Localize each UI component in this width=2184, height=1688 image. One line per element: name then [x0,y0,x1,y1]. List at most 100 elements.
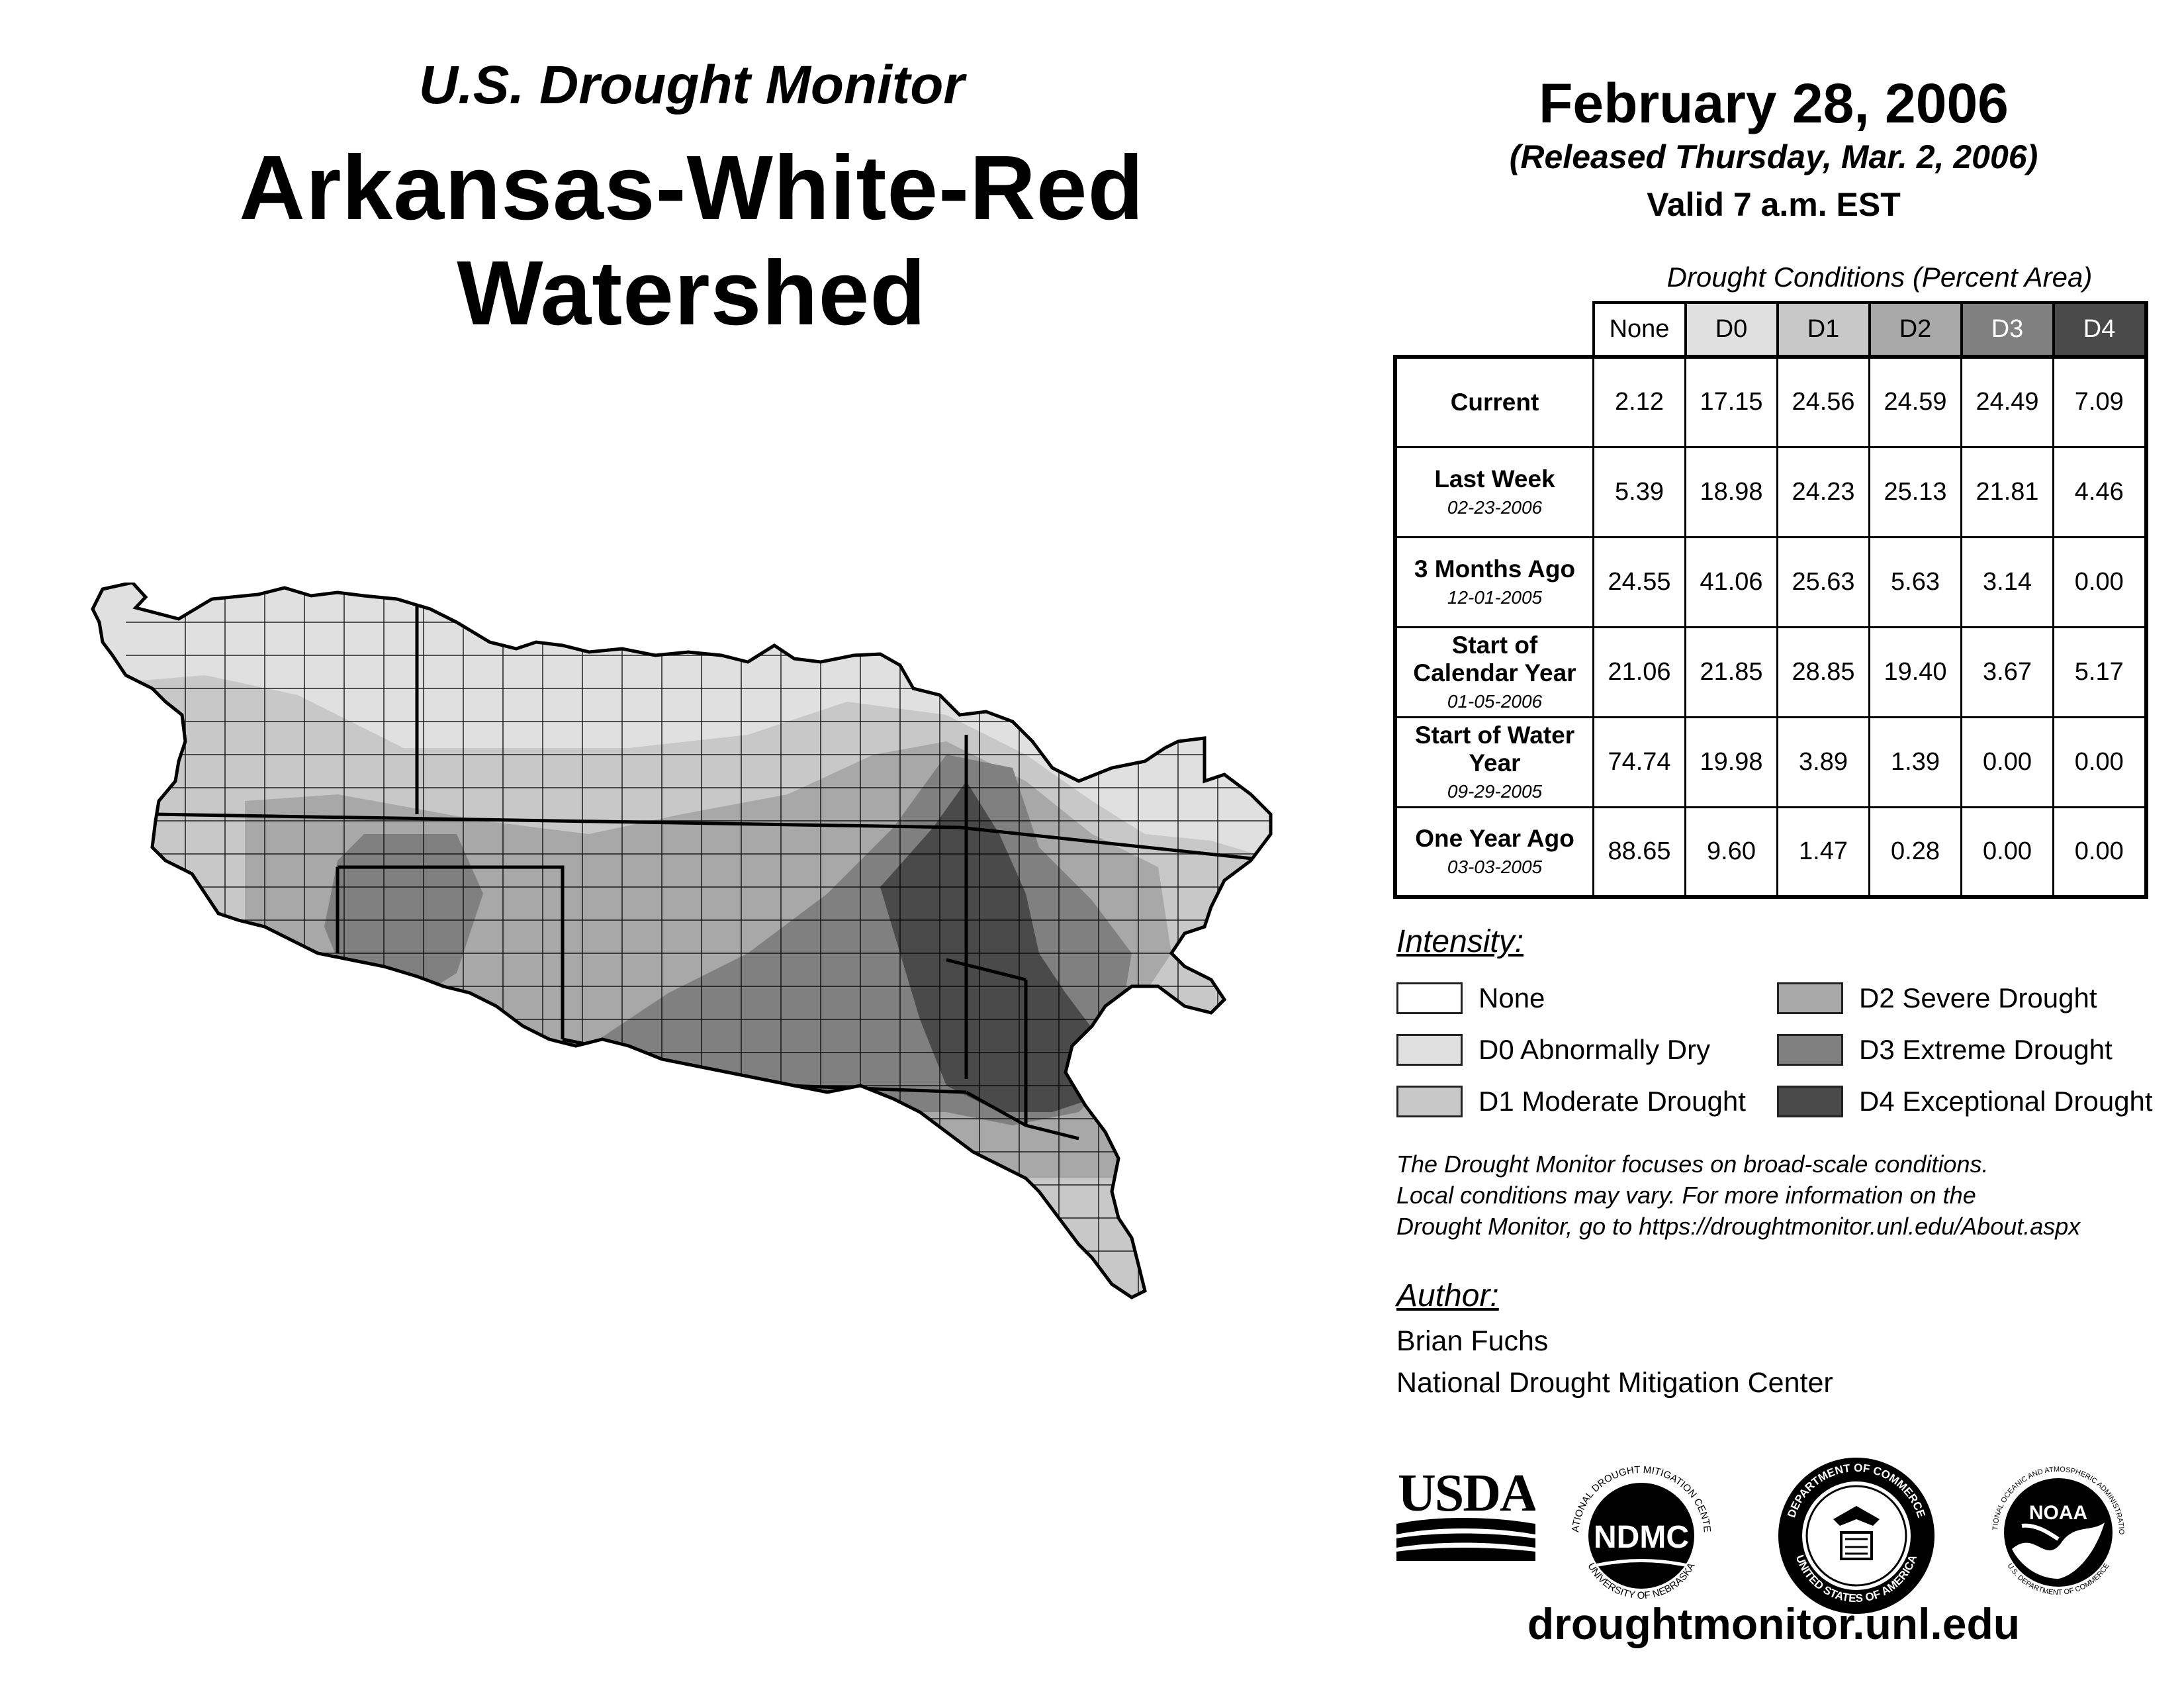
table-cell: 0.00 [1960,806,2054,899]
legend-label: D3 Extreme Drought [1859,1034,2113,1065]
legend-item-d4: D4 Exceptional Drought [1777,1083,2153,1120]
legend-item-d1: D1 Moderate Drought [1396,1083,1746,1120]
table-cell: 1.39 [1868,716,1962,808]
table-row: Start of Calendar Year 01-05-2006 21.06 2… [1393,626,2148,718]
row-label: 3 Months Ago 12-01-2005 [1393,536,1594,628]
table-cell: 21.81 [1960,445,2054,538]
table-row: 3 Months Ago 12-01-2005 24.55 41.06 25.63… [1393,536,2148,628]
table-cell: 28.85 [1776,626,1870,718]
drought-area-d4 [880,781,1105,1112]
table-cell: 5.63 [1868,536,1962,628]
table-cell: 17.15 [1684,355,1778,448]
row-label: Start of Calendar Year 01-05-2006 [1393,626,1594,718]
col-header-d1: D1 [1776,301,1871,358]
legend-label: D0 Abnormally Dry [1479,1034,1711,1065]
table-cell: 0.00 [1960,716,2054,808]
legend-swatch [1396,1086,1463,1117]
col-header-d0: D0 [1684,301,1779,358]
row-label: Last Week 02-23-2006 [1393,445,1594,538]
usda-logo: USDA [1396,1463,1539,1566]
disclaimer-line: Drought Monitor, go to https://droughtmo… [1396,1213,2081,1240]
svg-text:NOAA: NOAA [2029,1502,2087,1524]
legend-swatch [1777,1034,1843,1066]
legend-label: D4 Exceptional Drought [1859,1086,2153,1117]
legend-item-d3: D3 Extreme Drought [1777,1031,2113,1068]
legend-title: Intensity: [1396,924,1524,959]
legend-item-d0: D0 Abnormally Dry [1396,1031,1710,1068]
table-cell: 4.46 [2052,445,2148,538]
legend-swatch [1777,982,1843,1014]
table-corner [1395,303,1594,357]
table-cell: 3.89 [1776,716,1870,808]
table-caption: Drought Conditions (Percent Area) [1666,261,2093,293]
col-header-d4: D4 [2052,301,2148,358]
col-header-d2: D2 [1868,301,1963,358]
author-heading: Author: [1396,1278,1499,1313]
map-title: Arkansas-White-Red Watershed [239,137,1144,344]
table-cell: 19.98 [1684,716,1778,808]
svg-text:NDMC: NDMC [1594,1520,1689,1555]
commerce-seal-logo: DEPARTMENT OF COMMERCE UNITED STATES OF … [1774,1453,1939,1622]
table-cell: 21.06 [1592,626,1686,718]
legend-swatch [1396,1034,1463,1066]
table-cell: 0.00 [2052,536,2148,628]
disclaimer-line: The Drought Monitor focuses on broad-sca… [1396,1150,1989,1178]
state-boundaries [152,583,1271,1141]
table-header-row: None D0 D1 D2 D3 D4 [1395,301,2148,358]
disclaimer-text: The Drought Monitor focuses on broad-sca… [1396,1149,2080,1242]
release-date: (Released Thursday, Mar. 2, 2006) [1509,138,2038,175]
table-cell: 18.98 [1684,445,1778,538]
legend-item-d2: D2 Severe Drought [1777,980,2097,1017]
drought-conditions-table: None D0 D1 D2 D3 D4 Current 2.12 17.15 2… [1393,301,2148,899]
legend-item-none: None [1396,980,1545,1017]
valid-date: February 28, 2006 [1539,72,2009,134]
legend-label: None [1479,982,1545,1013]
table-row: Last Week 02-23-2006 5.39 18.98 24.23 25.… [1393,445,2148,538]
table-cell: 25.13 [1868,445,1962,538]
author-organization: National Drought Mitigation Center [1396,1367,1833,1399]
table-cell: 24.56 [1776,355,1870,448]
footer-url: droughtmonitor.unl.edu [1527,1599,2021,1648]
table-cell: 41.06 [1684,536,1778,628]
map-subtitle: U.S. Drought Monitor [418,55,965,115]
col-header-d3: D3 [1960,301,2055,358]
table-cell: 1.47 [1776,806,1870,899]
table-cell: 7.09 [2052,355,2148,448]
noaa-logo: NOAA NATIONAL OCEANIC AND ATMOSPHERIC AD… [1973,1444,2141,1618]
row-label: One Year Ago 03-03-2005 [1393,806,1594,899]
table-cell: 2.12 [1592,355,1686,448]
table-cell: 24.55 [1592,536,1686,628]
table-cell: 9.60 [1684,806,1778,899]
table-cell: 5.39 [1592,445,1686,538]
row-label: Start of Water Year 09-29-2005 [1393,716,1594,808]
legend-label: D1 Moderate Drought [1479,1086,1746,1117]
legend-swatch [1777,1086,1843,1117]
table-cell: 74.74 [1592,716,1686,808]
author-name: Brian Fuchs [1396,1325,1549,1357]
table-row: Start of Water Year 09-29-2005 74.74 19.9… [1393,716,2148,808]
legend-label: D2 Severe Drought [1859,982,2097,1013]
ndmc-logo: NDMC NATIONAL DROUGHT MITIGATION CENTER … [1552,1441,1727,1625]
svg-text:USDA: USDA [1398,1464,1535,1523]
drought-map [86,581,1324,1344]
table-cell: 19.40 [1868,626,1962,718]
table-cell: 24.49 [1960,355,2054,448]
table-cell: 25.63 [1776,536,1870,628]
table-row: Current 2.12 17.15 24.56 24.59 24.49 7.0… [1393,355,2148,448]
col-header-none: None [1592,301,1687,358]
table-cell: 0.00 [2052,716,2148,808]
table-cell: 5.17 [2052,626,2148,718]
table-cell: 0.00 [2052,806,2148,899]
table-cell: 24.59 [1868,355,1962,448]
table-cell: 0.28 [1868,806,1962,899]
legend-swatch [1396,982,1463,1014]
table-cell: 21.85 [1684,626,1778,718]
valid-time: Valid 7 a.m. EST [1647,186,1901,223]
table-row: One Year Ago 03-03-2005 88.65 9.60 1.47 0… [1393,806,2148,899]
table-cell: 3.67 [1960,626,2054,718]
table-cell: 88.65 [1592,806,1686,899]
table-cell: 24.23 [1776,445,1870,538]
row-label: Current [1393,355,1594,448]
table-cell: 3.14 [1960,536,2054,628]
disclaimer-line: Local conditions may vary. For more info… [1396,1182,1976,1209]
